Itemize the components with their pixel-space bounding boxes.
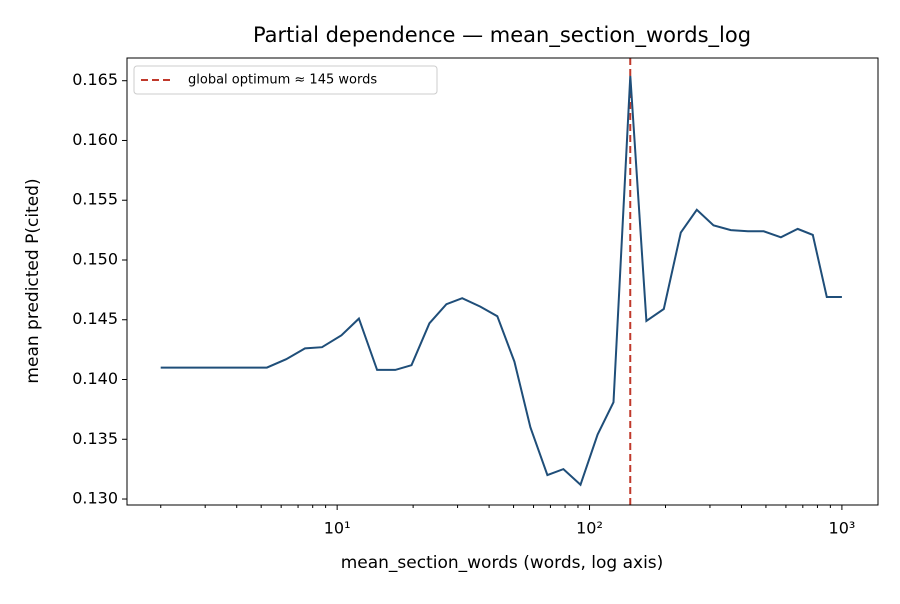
y-tick-label: 0.130 <box>72 489 118 508</box>
legend-label: global optimum ≈ 145 words <box>188 73 377 88</box>
y-tick-label: 0.165 <box>72 70 118 89</box>
x-tick-label: 10³ <box>829 519 856 538</box>
x-axis-label: mean_section_words (words, log axis) <box>341 553 664 573</box>
legend-box <box>133 65 438 95</box>
chart-title: Partial dependence — mean_section_words_… <box>253 23 751 48</box>
plot-frame <box>126 57 879 506</box>
y-tick-label: 0.160 <box>72 130 118 149</box>
y-tick-label: 0.140 <box>72 369 118 388</box>
y-tick-label: 0.135 <box>72 429 118 448</box>
y-tick-label: 0.150 <box>72 249 118 268</box>
y-tick-label: 0.145 <box>72 309 118 328</box>
y-axis-label: mean predicted P(cited) <box>23 178 43 383</box>
y-tick-label: 0.155 <box>72 190 118 209</box>
x-tick-label: 10¹ <box>324 519 351 538</box>
x-tick-label: 10² <box>576 519 603 538</box>
data-line <box>160 75 842 487</box>
